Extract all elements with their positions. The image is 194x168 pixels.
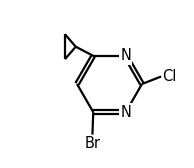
Text: Cl: Cl xyxy=(162,69,176,84)
Text: N: N xyxy=(120,105,131,120)
Text: N: N xyxy=(120,48,131,63)
Text: Br: Br xyxy=(84,136,100,151)
